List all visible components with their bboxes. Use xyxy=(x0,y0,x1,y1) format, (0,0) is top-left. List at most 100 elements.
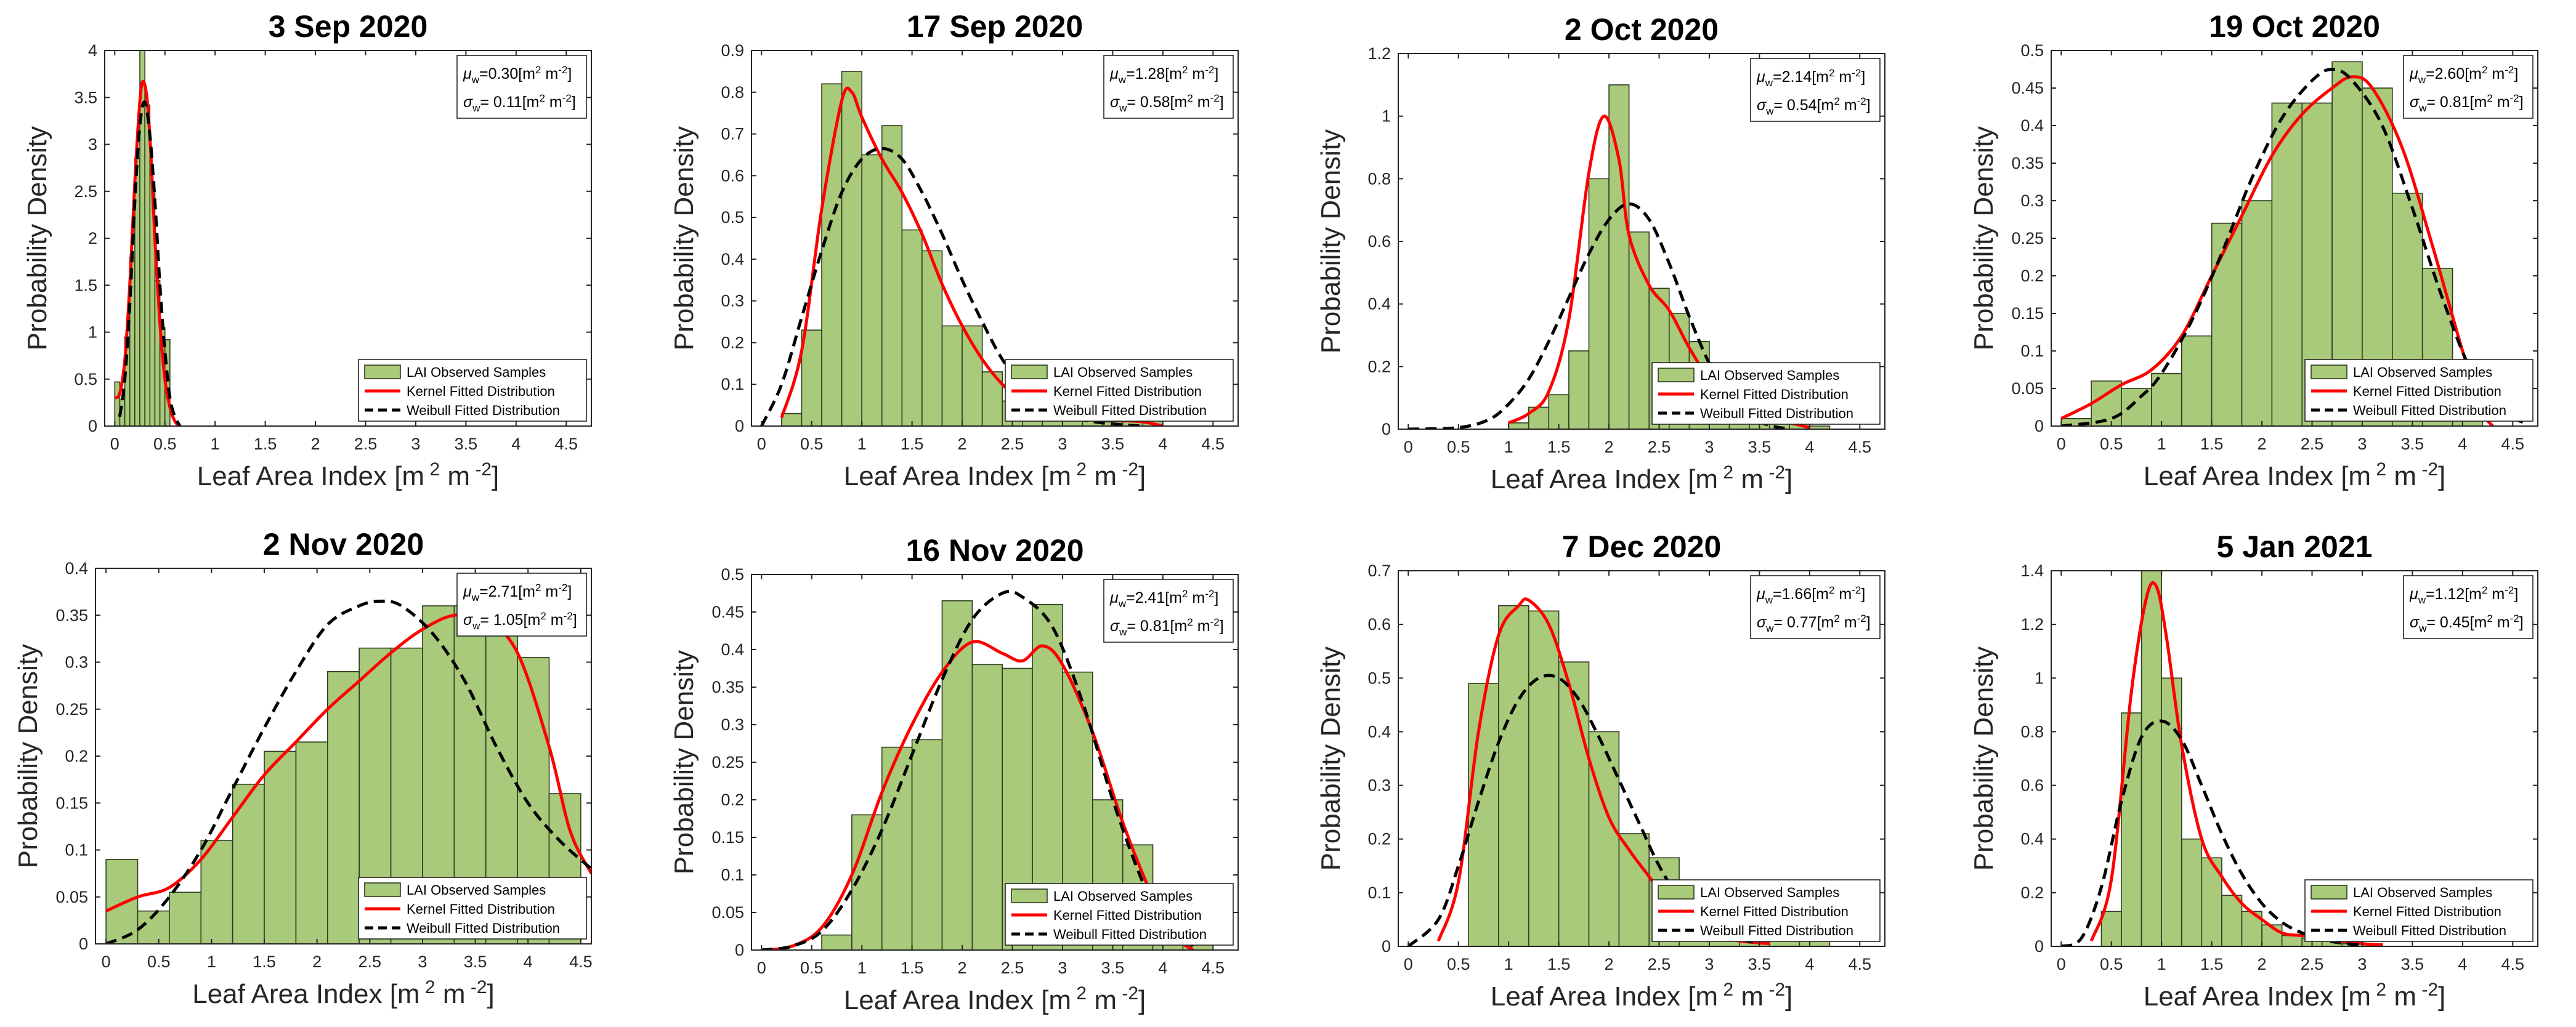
x-tick-label: 4.5 xyxy=(2501,435,2525,453)
histogram-bar xyxy=(1618,833,1650,946)
x-tick-label: 0 xyxy=(110,435,119,453)
x-tick-label: 2 xyxy=(2258,435,2267,453)
y-tick-label: 0.1 xyxy=(721,866,744,884)
stats-box xyxy=(1750,58,1881,122)
x-tick-label: 1 xyxy=(2157,435,2166,453)
x-tick-label: 4 xyxy=(524,952,533,971)
legend-label: LAI Observed Samples xyxy=(1053,364,1193,380)
x-tick-label: 2 xyxy=(958,435,967,453)
x-tick-label: 0.5 xyxy=(1447,438,1470,456)
x-axis-label: Leaf Area Index [m 2 m -2] xyxy=(1491,980,1793,1012)
axes-box xyxy=(1398,570,1885,947)
histogram-bars xyxy=(1468,605,1831,946)
x-tick-label: 0.5 xyxy=(2100,435,2123,453)
histogram-bar xyxy=(1498,605,1529,946)
legend-swatch-samples xyxy=(1011,364,1048,379)
y-tick-label: 0.25 xyxy=(55,700,88,719)
x-tick-label: 3 xyxy=(1058,435,1067,453)
y-tick-label: 0.2 xyxy=(2020,884,2044,902)
y-tick-label: 1 xyxy=(2035,669,2044,687)
subplot-4: 0 0.5 1 1.5 2 2.5 3 3.5 4 4.5 0 0.05 0.1 0.15 0.2 0.25 0… xyxy=(1969,9,2538,491)
stats-box xyxy=(1750,575,1881,639)
x-tick-label: 0.5 xyxy=(800,435,824,453)
y-tick-label: 0.05 xyxy=(2011,379,2044,398)
y-tick-label: 0.35 xyxy=(711,678,744,696)
stat-mu: μw=1.66[m2 m-2] xyxy=(1756,584,1865,606)
x-tick-label: 2 xyxy=(1605,438,1614,456)
x-tick-label: 2.5 xyxy=(2301,435,2324,453)
y-tick-label: 0.4 xyxy=(65,559,88,578)
subplot-6: 0 0.5 1 1.5 2 2.5 3 3.5 4 4.5 0 0.05 0.1 0.15 0.2 0.25 0… xyxy=(669,533,1239,1015)
y-tick-label: 0.15 xyxy=(2011,304,2044,323)
stats-box xyxy=(456,573,587,637)
x-tick-label: 1 xyxy=(857,435,867,453)
x-tick-label: 3 xyxy=(1704,438,1714,456)
histogram-bar xyxy=(1588,731,1620,946)
y-tick-label: 0.4 xyxy=(1367,722,1391,741)
x-tick-label: 1 xyxy=(211,435,220,453)
x-tick-label: 0.5 xyxy=(2100,955,2123,973)
x-tick-label: 2 xyxy=(958,959,967,977)
histogram-bar xyxy=(1528,610,1560,946)
x-tick-label: 0 xyxy=(757,959,766,977)
histogram-bar xyxy=(941,600,973,950)
x-tick-label: 1.5 xyxy=(1547,955,1571,973)
y-tick-label: 0.2 xyxy=(721,333,744,352)
stats-box xyxy=(2403,575,2533,639)
x-tick-label: 2 xyxy=(311,435,320,453)
x-tick-label: 1 xyxy=(857,959,867,977)
histogram-bar xyxy=(2221,895,2243,946)
y-tick-label: 0.2 xyxy=(65,747,88,765)
histogram-bar xyxy=(2211,222,2243,426)
x-tick-label: 1.5 xyxy=(2200,955,2224,973)
x-tick-label: 0.5 xyxy=(153,435,177,453)
x-axis-label: Leaf Area Index [m 2 m -2] xyxy=(2144,980,2446,1012)
y-tick-label: 0.3 xyxy=(65,653,88,672)
subplot-title: 19 Oct 2020 xyxy=(2209,9,2380,44)
legend-label: LAI Observed Samples xyxy=(2353,364,2492,380)
y-tick-label: 0.35 xyxy=(55,606,88,624)
legend-swatch-samples xyxy=(1658,885,1695,900)
legend-label: LAI Observed Samples xyxy=(1700,368,1839,383)
x-tick-label: 3 xyxy=(2357,955,2367,973)
kernel-curve xyxy=(105,613,591,912)
y-tick-label: 0.5 xyxy=(2020,41,2044,60)
y-tick-label: 0.8 xyxy=(1367,169,1391,188)
x-tick-label: 4.5 xyxy=(1202,959,1225,977)
y-tick-label: 0.3 xyxy=(721,292,744,310)
stat-mu: μw=2.14[m2 m-2] xyxy=(1756,67,1865,89)
stat-mu: μw=1.12[m2 m-2] xyxy=(2409,584,2518,606)
histogram-bar xyxy=(881,125,903,426)
x-tick-label: 1 xyxy=(1504,955,1513,973)
x-tick-label: 3.5 xyxy=(1101,435,1125,453)
x-tick-label: 4.5 xyxy=(555,435,578,453)
axes-box xyxy=(2051,570,2538,947)
y-axis-label: Probability Density xyxy=(1969,646,1999,871)
legend-label: Kernel Fitted Distribution xyxy=(1053,384,1202,399)
y-tick-label: 0.7 xyxy=(721,125,744,143)
subplot-title: 2 Oct 2020 xyxy=(1565,12,1719,47)
subplot-1: 0 0.5 1 1.5 2 2.5 3 3.5 4 4.5 0 0.5 1 1.5 2 2.5 3 3.5 4 3 S… xyxy=(22,9,592,491)
legend-label: LAI Observed Samples xyxy=(1053,888,1193,904)
x-tick-label: 4 xyxy=(1158,435,1167,453)
legend-label: Weibull Fitted Distribution xyxy=(407,920,560,936)
histogram-bar xyxy=(114,381,121,426)
x-tick-label: 2.5 xyxy=(2301,955,2324,973)
x-tick-label: 4 xyxy=(2458,955,2467,973)
x-tick-label: 1.5 xyxy=(901,959,924,977)
x-tick-label: 2.5 xyxy=(358,952,382,971)
x-axis-label: Leaf Area Index [m 2 m -2] xyxy=(192,977,495,1009)
x-axis-label: Leaf Area Index [m 2 m -2] xyxy=(844,459,1146,491)
stat-mu: μw=1.28[m2 m-2] xyxy=(1109,64,1218,86)
x-tick-label: 1 xyxy=(207,952,216,971)
histogram-bar xyxy=(861,154,883,426)
y-tick-label: 0.1 xyxy=(1367,884,1391,902)
x-tick-label: 0.5 xyxy=(147,952,171,971)
histogram-bar xyxy=(821,83,843,426)
y-tick-label: 0.4 xyxy=(2020,830,2044,848)
y-axis-label: Probability Density xyxy=(669,650,699,874)
stats-box xyxy=(1103,55,1234,119)
legend-label: Weibull Fitted Distribution xyxy=(2353,403,2506,418)
histogram-bar xyxy=(144,104,151,426)
stat-mu: μw=0.30[m2 m-2] xyxy=(463,64,572,86)
